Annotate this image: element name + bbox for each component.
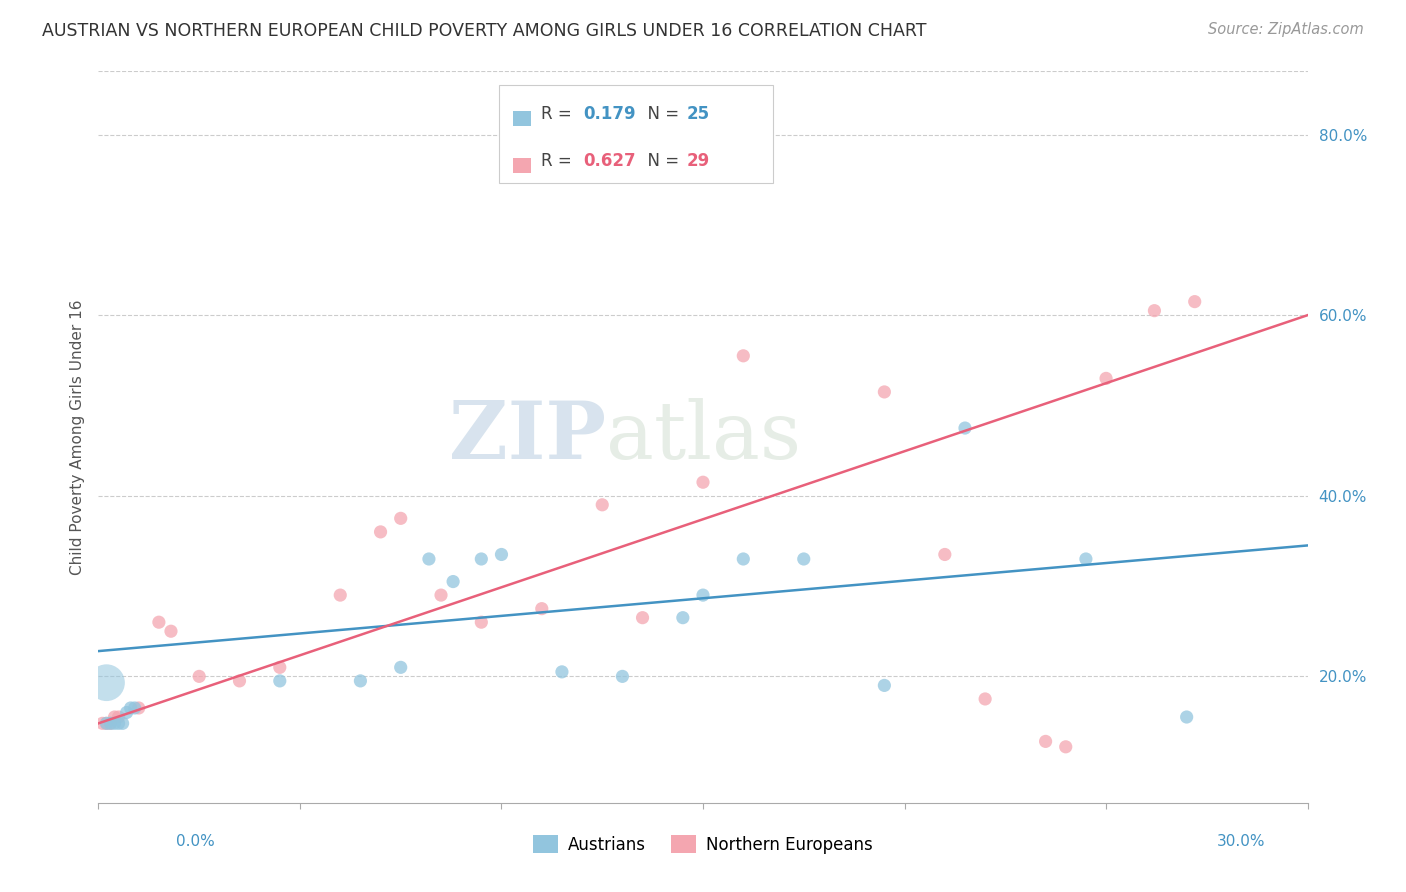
Point — [1054, 739, 1077, 754]
Point — [107, 710, 129, 724]
Point — [389, 511, 412, 525]
Text: R =: R = — [541, 153, 578, 170]
Text: 29: 29 — [686, 153, 710, 170]
Point — [733, 349, 755, 363]
Point — [631, 610, 654, 624]
Point — [441, 574, 464, 589]
Text: 0.0%: 0.0% — [176, 834, 215, 849]
Point — [591, 498, 613, 512]
Text: AUSTRIAN VS NORTHERN EUROPEAN CHILD POVERTY AMONG GIRLS UNDER 16 CORRELATION CHA: AUSTRIAN VS NORTHERN EUROPEAN CHILD POVE… — [42, 22, 927, 40]
Y-axis label: Child Poverty Among Girls Under 16: Child Poverty Among Girls Under 16 — [69, 300, 84, 574]
Point — [733, 552, 755, 566]
Point — [873, 678, 896, 692]
Point — [491, 548, 513, 562]
Point — [103, 710, 125, 724]
Text: R =: R = — [541, 105, 578, 123]
Point — [1074, 552, 1097, 566]
Point — [692, 475, 714, 490]
Point — [269, 673, 291, 688]
Text: N =: N = — [637, 105, 685, 123]
Point — [96, 716, 118, 731]
Text: 0.627: 0.627 — [583, 153, 636, 170]
Point — [1175, 710, 1198, 724]
Point — [1184, 294, 1206, 309]
Point — [953, 421, 976, 435]
Text: Source: ZipAtlas.com: Source: ZipAtlas.com — [1208, 22, 1364, 37]
Point — [160, 624, 183, 639]
Point — [692, 588, 714, 602]
Point — [672, 610, 695, 624]
Point — [1035, 734, 1057, 748]
Point — [120, 701, 142, 715]
Point — [1143, 303, 1166, 318]
Text: atlas: atlas — [606, 398, 801, 476]
Point — [91, 716, 114, 731]
Point — [103, 716, 125, 731]
Point — [107, 716, 129, 731]
Text: 25: 25 — [686, 105, 709, 123]
Point — [418, 552, 440, 566]
Point — [228, 673, 250, 688]
Text: ZIP: ZIP — [450, 398, 606, 476]
Point — [551, 665, 574, 679]
Point — [430, 588, 453, 602]
Point — [530, 601, 553, 615]
Point — [612, 669, 634, 683]
Text: 0.179: 0.179 — [583, 105, 636, 123]
Point — [111, 716, 134, 731]
Point — [100, 716, 122, 731]
Point — [124, 701, 146, 715]
Point — [934, 548, 956, 562]
Legend: Austrians, Northern Europeans: Austrians, Northern Europeans — [526, 829, 880, 860]
Point — [329, 588, 352, 602]
Point — [974, 692, 997, 706]
Point — [96, 675, 118, 690]
Point — [188, 669, 211, 683]
Point — [470, 552, 492, 566]
Point — [100, 716, 122, 731]
Point — [148, 615, 170, 630]
Point — [269, 660, 291, 674]
Point — [389, 660, 412, 674]
Point — [873, 384, 896, 399]
Point — [1095, 371, 1118, 385]
Point — [370, 524, 392, 539]
Text: 30.0%: 30.0% — [1218, 834, 1265, 849]
Point — [128, 701, 150, 715]
Point — [793, 552, 815, 566]
Text: N =: N = — [637, 153, 685, 170]
Point — [96, 716, 118, 731]
Point — [349, 673, 371, 688]
Point — [470, 615, 492, 630]
Point — [115, 706, 138, 720]
